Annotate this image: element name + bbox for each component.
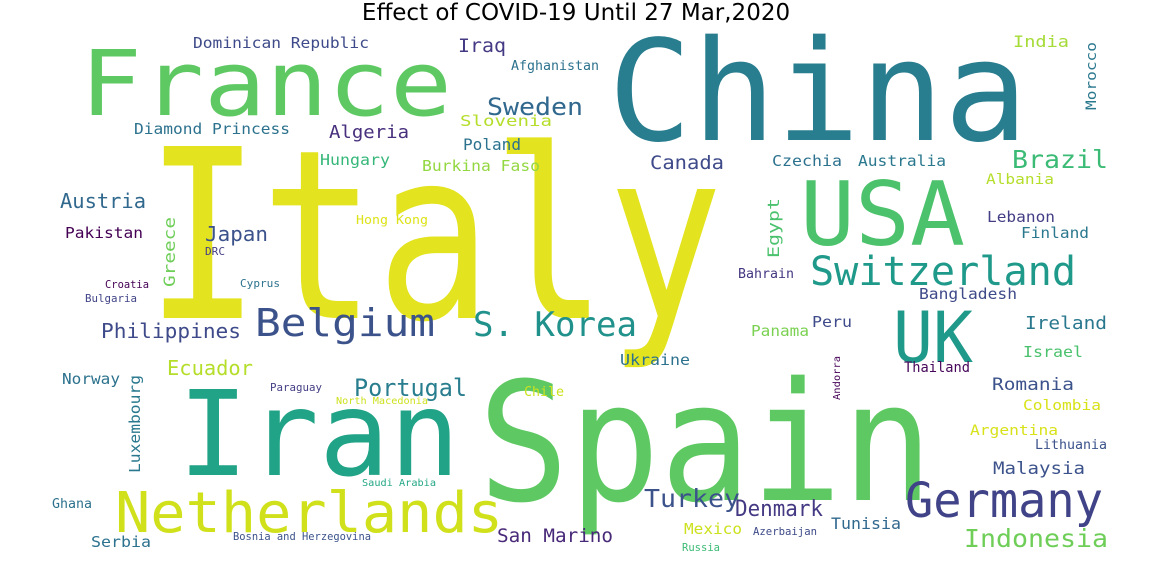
word-north-macedonia: North Macedonia — [336, 396, 428, 407]
word-serbia: Serbia — [91, 533, 151, 551]
word-brazil: Brazil — [1012, 145, 1108, 174]
word-drc: DRC — [205, 245, 225, 258]
word-uk: UK — [893, 297, 973, 379]
word-azerbaijan: Azerbaijan — [753, 525, 817, 538]
word-ukraine: Ukraine — [620, 351, 690, 369]
word-iraq: Iraq — [458, 35, 506, 57]
word-afghanistan: Afghanistan — [511, 59, 599, 74]
word-slovenia: Slovenia — [460, 112, 552, 130]
word-norway: Norway — [62, 370, 120, 388]
word-ecuador: Ecuador — [167, 356, 253, 380]
word-burkina-faso: Burkina Faso — [422, 157, 540, 175]
word-iran: Iran — [178, 365, 460, 503]
word-panama: Panama — [751, 322, 809, 340]
word-croatia: Croatia — [105, 278, 149, 291]
word-france: France — [80, 32, 452, 137]
word-diamond-princess: Diamond Princess — [134, 120, 290, 138]
word-luxembourg: Luxembourg — [126, 375, 144, 473]
word-lithuania: Lithuania — [1035, 438, 1107, 453]
word-san-marino: San Marino — [497, 525, 613, 547]
word-bangladesh: Bangladesh — [919, 285, 1017, 303]
word-australia: Australia — [858, 152, 946, 170]
word-saudi-arabia: Saudi Arabia — [362, 478, 436, 489]
word-netherlands: Netherlands — [115, 481, 503, 546]
word-poland: Poland — [463, 135, 521, 154]
word-czechia: Czechia — [772, 152, 842, 170]
word-hong-kong: Hong Kong — [356, 213, 428, 227]
word-belgium: Belgium — [255, 301, 435, 345]
word-lebanon: Lebanon — [987, 208, 1055, 226]
word-cyprus: Cyprus — [240, 277, 280, 290]
word-peru: Peru — [812, 313, 852, 331]
word-malaysia: Malaysia — [993, 459, 1085, 479]
word-philippines: Philippines — [101, 319, 241, 343]
word-albania: Albania — [986, 172, 1054, 188]
word-japan: Japan — [205, 222, 268, 246]
word-s-korea: S. Korea — [473, 305, 637, 345]
word-bahrain: Bahrain — [738, 267, 794, 282]
word-germany: Germany — [905, 473, 1103, 529]
word-paraguay: Paraguay — [270, 381, 322, 394]
word-morocco: Morocco — [1084, 42, 1100, 110]
word-italy: Italy — [145, 99, 723, 374]
word-algeria: Algeria — [329, 122, 409, 143]
word-bulgaria: Bulgaria — [85, 292, 137, 305]
word-indonesia: Indonesia — [964, 524, 1108, 553]
word-israel: Israel — [1023, 343, 1083, 361]
word-spain: Spain — [478, 347, 933, 539]
word-canada: Canada — [650, 152, 724, 174]
word-argentina: Argentina — [970, 423, 1058, 439]
word-china: China — [608, 11, 1028, 174]
word-finland: Finland — [1021, 224, 1089, 242]
word-thailand: Thailand — [904, 360, 970, 376]
word-russia: Russia — [682, 541, 720, 554]
word-romania: Romania — [992, 375, 1074, 395]
word-switzerland: Switzerland — [810, 249, 1076, 295]
word-pakistan: Pakistan — [65, 224, 143, 242]
word-greece: Greece — [160, 217, 179, 287]
word-usa: USA — [800, 163, 965, 266]
word-mexico: Mexico — [684, 520, 742, 538]
word-chile: Chile — [524, 385, 564, 400]
word-sweden: Sweden — [487, 93, 583, 121]
word-colombia: Colombia — [1023, 398, 1101, 414]
word-ireland: Ireland — [1025, 313, 1107, 334]
word-india: India — [1013, 32, 1069, 51]
word-andorra: Andorra — [832, 356, 843, 400]
word-tunisia: Tunisia — [831, 514, 901, 533]
word-turkey: Turkey — [644, 484, 740, 513]
word-bosnia-and-herzegovina: Bosnia and Herzegovina — [233, 530, 371, 543]
word-portugal: Portugal — [354, 374, 467, 402]
word-egypt: Egypt — [764, 198, 783, 258]
word-austria: Austria — [60, 189, 146, 213]
word-dominican-republic: Dominican Republic — [193, 34, 369, 52]
word-hungary: Hungary — [320, 151, 390, 169]
chart-title: Effect of COVID-19 Until 27 Mar,2020 — [361, 0, 791, 26]
word-ghana: Ghana — [52, 497, 92, 512]
word-denmark: Denmark — [735, 497, 823, 522]
